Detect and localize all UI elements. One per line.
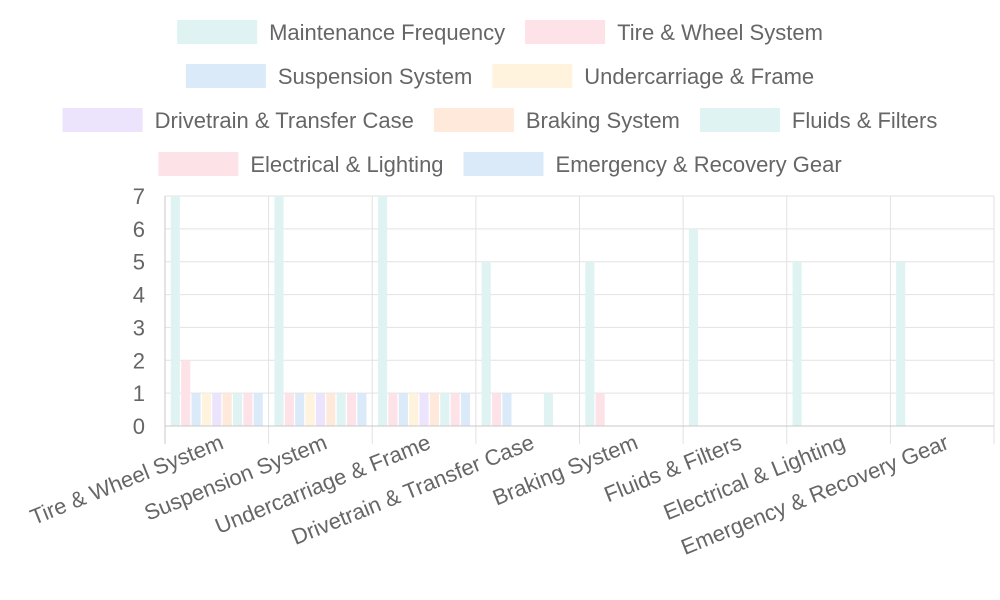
bar-electrical-and-lighting-undercarriage-and-frame bbox=[450, 393, 460, 426]
y-tick-label: 1 bbox=[133, 381, 145, 406]
legend-label: Drivetrain & Transfer Case bbox=[155, 108, 414, 133]
bar-tire-and-wheel-system-drivetrain-and-transfer-case bbox=[492, 393, 502, 426]
bar-fluids-and-filters-drivetrain-and-transfer-case bbox=[543, 393, 553, 426]
legend-item-undercarriage-and-frame[interactable]: Undercarriage & Frame bbox=[492, 64, 814, 89]
bar-maintenance-frequency-suspension-system bbox=[274, 196, 284, 426]
bar-maintenance-frequency-drivetrain-and-transfer-case bbox=[481, 261, 491, 426]
legend-swatch bbox=[492, 64, 573, 88]
legend-item-electrical-and-lighting[interactable]: Electrical & Lighting bbox=[158, 152, 444, 177]
bar-fluids-and-filters-undercarriage-and-frame bbox=[440, 393, 450, 426]
bar-undercarriage-and-frame-suspension-system bbox=[305, 393, 315, 426]
legend-label: Braking System bbox=[526, 108, 680, 133]
y-tick-label: 0 bbox=[133, 414, 145, 439]
y-tick-label: 3 bbox=[133, 315, 145, 340]
bar-tire-and-wheel-system-braking-system bbox=[595, 393, 605, 426]
bar-suspension-system-suspension-system bbox=[295, 393, 305, 426]
bar-drivetrain-and-transfer-case-undercarriage-and-frame bbox=[419, 393, 429, 426]
legend-swatch bbox=[433, 108, 514, 132]
bar-electrical-and-lighting-tire-and-wheel-system bbox=[243, 393, 253, 426]
legend-swatch bbox=[463, 152, 544, 176]
legend-label: Undercarriage & Frame bbox=[584, 64, 814, 89]
legend-item-maintenance-frequency[interactable]: Maintenance Frequency bbox=[177, 20, 505, 45]
bar-braking-system-suspension-system bbox=[326, 393, 336, 426]
y-tick-label: 4 bbox=[133, 283, 145, 308]
legend-swatch bbox=[158, 152, 239, 176]
legend-item-suspension-system[interactable]: Suspension System bbox=[185, 64, 472, 89]
legend-label: Suspension System bbox=[278, 64, 472, 89]
bar-maintenance-frequency-braking-system bbox=[585, 261, 595, 426]
bar-suspension-system-drivetrain-and-transfer-case bbox=[502, 393, 512, 426]
legend-label: Electrical & Lighting bbox=[250, 152, 443, 177]
axes bbox=[164, 196, 994, 444]
bar-tire-and-wheel-system-tire-and-wheel-system bbox=[181, 360, 191, 426]
legend-item-drivetrain-and-transfer-case[interactable]: Drivetrain & Transfer Case bbox=[62, 108, 414, 133]
legend-swatch bbox=[525, 20, 606, 44]
legend-item-emergency-and-recovery-gear[interactable]: Emergency & Recovery Gear bbox=[463, 152, 842, 177]
bar-fluids-and-filters-suspension-system bbox=[336, 393, 346, 426]
legend-item-tire-and-wheel-system[interactable]: Tire & Wheel System bbox=[525, 20, 823, 45]
legend-swatch bbox=[62, 108, 143, 132]
bar-suspension-system-undercarriage-and-frame bbox=[398, 393, 408, 426]
bar-electrical-and-lighting-suspension-system bbox=[346, 393, 357, 426]
bar-braking-system-undercarriage-and-frame bbox=[429, 393, 439, 426]
bar-maintenance-frequency-undercarriage-and-frame bbox=[378, 196, 388, 426]
bar-undercarriage-and-frame-tire-and-wheel-system bbox=[201, 393, 212, 426]
legend-label: Tire & Wheel System bbox=[617, 20, 823, 45]
legend: Maintenance Frequency Tire & Wheel System… bbox=[62, 20, 937, 177]
bar-braking-system-tire-and-wheel-system bbox=[222, 393, 232, 426]
y-tick-label: 2 bbox=[133, 348, 145, 373]
legend-label: Fluids & Filters bbox=[792, 108, 937, 133]
bar-suspension-system-tire-and-wheel-system bbox=[191, 393, 201, 426]
bar-maintenance-frequency-emergency-and-recovery-gear bbox=[896, 261, 906, 426]
bar-maintenance-frequency-electrical-and-lighting bbox=[792, 261, 802, 426]
bar-maintenance-frequency-tire-and-wheel-system bbox=[170, 196, 180, 426]
legend-swatch bbox=[185, 64, 266, 88]
bars bbox=[170, 196, 906, 426]
legend-swatch bbox=[699, 108, 780, 132]
legend-swatch bbox=[177, 20, 258, 44]
bar-drivetrain-and-transfer-case-tire-and-wheel-system bbox=[212, 393, 222, 426]
grid bbox=[164, 195, 995, 444]
bar-tire-and-wheel-system-undercarriage-and-frame bbox=[388, 393, 398, 426]
bar-drivetrain-and-transfer-case-suspension-system bbox=[315, 393, 325, 426]
legend-item-fluids-and-filters[interactable]: Fluids & Filters bbox=[699, 108, 937, 133]
bar-emergency-and-recovery-gear-undercarriage-and-frame bbox=[460, 393, 471, 426]
bar-emergency-and-recovery-gear-suspension-system bbox=[357, 393, 367, 426]
legend-label: Emergency & Recovery Gear bbox=[556, 152, 842, 177]
legend-item-braking-system[interactable]: Braking System bbox=[433, 108, 680, 133]
y-tick-label: 6 bbox=[133, 217, 145, 242]
bar-tire-and-wheel-system-suspension-system bbox=[284, 393, 294, 426]
bar-maintenance-frequency-fluids-and-filters bbox=[688, 228, 699, 426]
y-tick-label: 7 bbox=[133, 184, 145, 209]
bar-emergency-and-recovery-gear-tire-and-wheel-system bbox=[253, 393, 263, 426]
y-axis-ticks: 0 1 2 3 4 5 6 7 bbox=[133, 184, 145, 439]
y-tick-label: 5 bbox=[133, 250, 145, 275]
bar-fluids-and-filters-tire-and-wheel-system bbox=[232, 393, 243, 426]
legend-label: Maintenance Frequency bbox=[269, 20, 505, 45]
bar-undercarriage-and-frame-undercarriage-and-frame bbox=[409, 393, 419, 426]
